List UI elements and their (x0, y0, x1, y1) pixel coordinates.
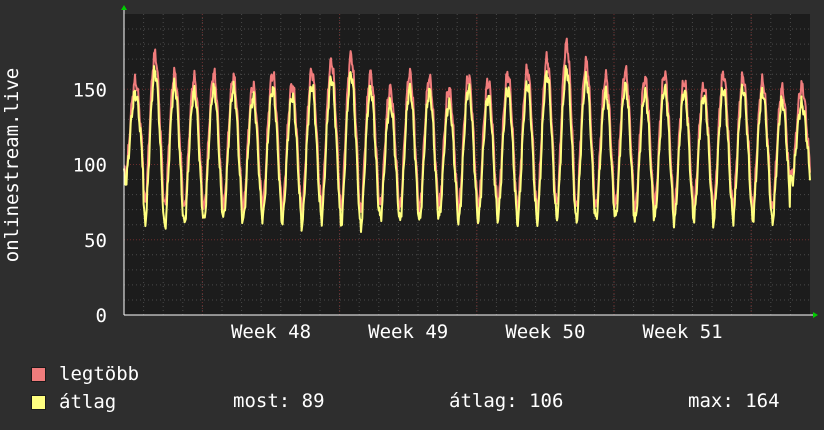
x-tick-label: Week 51 (643, 321, 723, 343)
y-axis-arrow-icon (121, 5, 127, 10)
legend-label-legtobb: legtöbb (59, 363, 140, 385)
legend-swatch-legtobb (31, 366, 46, 382)
y-tick-label: 150 (73, 79, 107, 101)
series-line-atlag (123, 64, 811, 233)
legend-item-legtobb: legtöbb (31, 363, 139, 385)
stat-max: max: 164 (688, 390, 780, 412)
x-tick-label: Week 48 (231, 321, 311, 343)
x-tick-label: Week 50 (505, 321, 585, 343)
y-axis-label: onlinestream.live (1, 68, 23, 262)
y-tick-label: 0 (96, 305, 107, 327)
axes (121, 5, 818, 318)
legend-swatch-atlag (31, 394, 46, 410)
legend-label-atlag: átlag (59, 391, 117, 413)
y-tick-label: 100 (73, 155, 107, 177)
x-tick-label: Week 49 (368, 321, 448, 343)
y-tick-label: 50 (84, 230, 107, 252)
series-group (123, 37, 811, 233)
stat-now: most: 89 (233, 390, 325, 412)
x-axis-arrow-icon (813, 312, 818, 318)
tick-labels: 0 50 100 150 Week 48 Week 49 Week 50 Week 51 (73, 79, 723, 343)
legend-item-atlag: átlag (31, 391, 116, 413)
stat-avg: átlag: 106 (449, 390, 564, 412)
